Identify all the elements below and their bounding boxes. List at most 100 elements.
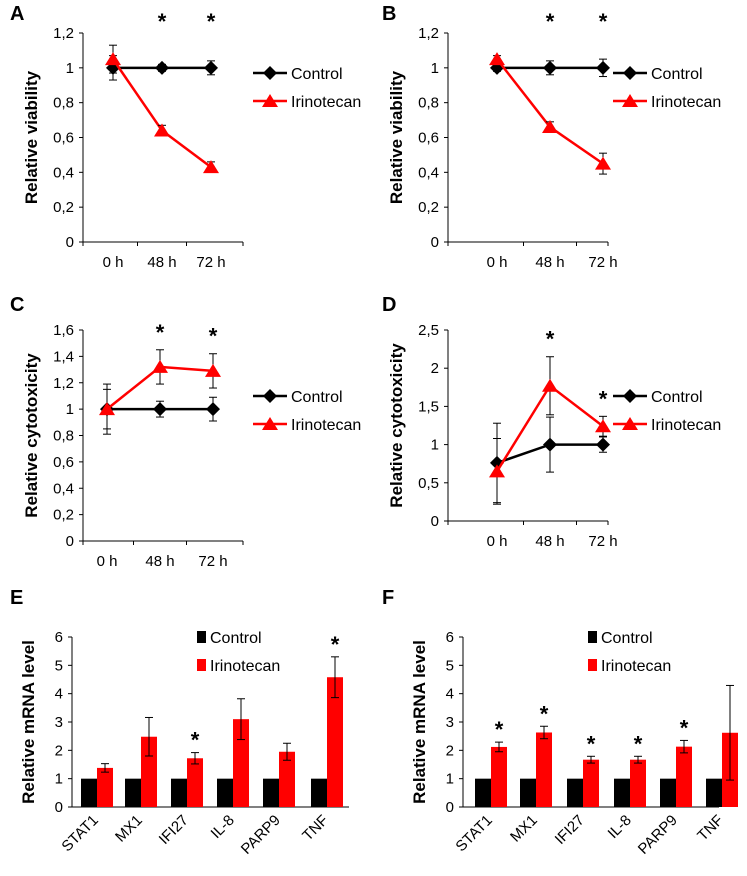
bar-control	[125, 778, 141, 807]
legend-label: Irinotecan	[291, 417, 361, 434]
legend-label: Control	[210, 630, 262, 647]
x-tick-label: 48 h	[145, 553, 174, 570]
y-tick-label: 0,2	[53, 199, 74, 216]
data-point	[99, 402, 115, 416]
legend-label: Control	[651, 66, 703, 83]
y-tick-label: 1,5	[418, 398, 439, 415]
bar-control	[171, 778, 187, 807]
y-tick-label: 0,6	[418, 130, 439, 147]
panel-d: D Relative cytotoxicity 0 0,5 1 1,5 2 2,5 0 h 48 …	[382, 294, 721, 550]
legend-label: Control	[291, 66, 343, 83]
y-axis-label: Relative mRNA level	[410, 640, 429, 804]
x-tick-label: 72 h	[588, 254, 617, 271]
y-tick-label: 1,6	[53, 322, 74, 339]
significance-star: *	[546, 9, 555, 34]
y-tick-label: 0,6	[53, 130, 74, 147]
x-tick-label: PARP9	[238, 812, 284, 858]
legend-swatch	[588, 631, 597, 643]
y-tick-label: 1,2	[53, 375, 74, 392]
bar-control	[660, 778, 676, 807]
data-point	[596, 60, 610, 75]
significance-star: *	[634, 731, 643, 756]
legend-marker	[262, 417, 278, 430]
y-tick-label: 0,2	[53, 507, 74, 524]
series-control	[490, 416, 610, 504]
significance-star: *	[156, 320, 165, 345]
x-tick-label: TNF	[694, 812, 727, 845]
x-tick-label: 0 h	[103, 254, 124, 271]
y-tick-label: 0	[66, 533, 74, 550]
x-tick-label: MX1	[112, 812, 146, 846]
series-control	[100, 388, 220, 430]
bar-control	[614, 778, 630, 807]
y-axis-label: Relative viability	[387, 70, 406, 204]
bar-control	[567, 778, 583, 807]
x-tick-label: 48 h	[535, 254, 564, 271]
bar-control	[311, 778, 327, 807]
series-line	[111, 58, 212, 169]
bar-irinotecan	[279, 751, 295, 807]
y-axis-label: Relative cytotoxicity	[22, 353, 41, 518]
legend-label: Control	[651, 389, 703, 406]
bar-irinotecan	[141, 736, 157, 807]
data-point	[205, 363, 221, 377]
panel-a: A Relative viability 0 0,2 0,4 0,6 0,8 1 1,2 0 h 4…	[10, 3, 361, 271]
bar-control	[475, 778, 491, 807]
y-tick-label: 2,5	[418, 322, 439, 339]
legend-swatch	[197, 631, 206, 643]
x-tick-label: IL-8	[208, 812, 238, 842]
x-tick-label: IL-8	[605, 812, 635, 842]
data-point	[596, 437, 610, 452]
y-axis-label: Relative cytotoxicity	[387, 343, 406, 508]
data-point	[543, 60, 557, 75]
x-tick-label: STAT1	[452, 812, 495, 855]
bar-irinotecan	[327, 677, 343, 807]
bar-control	[263, 778, 279, 807]
panel-e: E Relative mRNA level 0 1 2 3 4 5 6 STAT1 MX1 * IFI2…	[10, 587, 349, 858]
y-tick-label: 0,8	[53, 95, 74, 112]
y-tick-label: 2	[431, 360, 439, 377]
y-tick-label: 1,2	[418, 25, 439, 42]
y-tick-label: 0,5	[418, 475, 439, 492]
legend-label: Irinotecan	[291, 94, 361, 111]
bar-control	[706, 778, 722, 807]
significance-star: *	[495, 717, 504, 742]
data-point	[489, 52, 505, 66]
y-tick-label: 3	[55, 714, 63, 731]
data-point	[595, 419, 611, 433]
y-tick-label: 0,8	[53, 428, 74, 445]
bar-irinotecan	[187, 758, 203, 807]
panel-b: B Relative viability 0 0,2 0,4 0,6 0,8 1 1,2 0 h 4…	[382, 3, 721, 271]
y-tick-label: 0,4	[418, 164, 439, 181]
series-irinotecan	[489, 52, 611, 175]
data-point	[206, 402, 220, 417]
data-point	[155, 60, 169, 75]
legend-label: Irinotecan	[210, 658, 280, 675]
bar-irinotecan	[630, 759, 646, 807]
data-point	[543, 437, 557, 452]
bar-control	[217, 778, 233, 807]
bar-irinotecan	[491, 746, 507, 807]
significance-star: *	[599, 9, 608, 34]
y-tick-label: 2	[55, 742, 63, 759]
data-point	[153, 402, 167, 417]
significance-star: *	[158, 9, 167, 34]
legend-swatch	[588, 659, 597, 671]
significance-star: *	[680, 715, 689, 740]
y-tick-label: 4	[446, 686, 454, 703]
legend-marker	[263, 66, 277, 80]
y-tick-label: 6	[446, 629, 454, 646]
panel-label: E	[10, 587, 23, 609]
significance-star: *	[209, 324, 218, 349]
significance-star: *	[546, 327, 555, 352]
y-tick-label: 1	[446, 771, 454, 788]
y-tick-label: 0,4	[53, 164, 74, 181]
x-tick-label: 48 h	[147, 254, 176, 271]
legend-label: Irinotecan	[601, 658, 671, 675]
x-tick-label: TNF	[299, 812, 332, 845]
x-tick-label: IFI27	[156, 812, 192, 848]
significance-star: *	[331, 632, 340, 657]
y-tick-label: 3	[446, 714, 454, 731]
data-point	[154, 123, 170, 137]
